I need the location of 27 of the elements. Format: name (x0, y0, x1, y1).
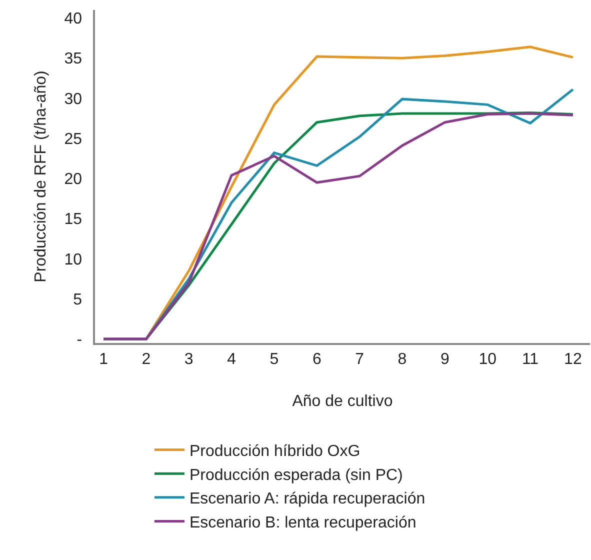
x-tick-label: 9 (440, 350, 450, 368)
y-tick-label: 10 (64, 251, 82, 268)
y-tick-label: 25 (64, 130, 82, 148)
x-axis-title: Año de cultivo (292, 393, 393, 410)
legend-label: Producción híbrido OxG (189, 443, 360, 460)
y-tick-label: 35 (64, 50, 82, 68)
y-tick-label: 5 (73, 291, 82, 308)
legend-label: Escenario B: lenta recuperación (189, 514, 416, 532)
y-tick-label: 15 (64, 211, 82, 228)
x-tick-label: 1 (99, 350, 108, 368)
y-tick-label: 30 (64, 90, 82, 108)
x-tick-label: 10 (478, 350, 497, 368)
x-tick-label: 2 (142, 350, 151, 368)
x-tick-label: 4 (227, 350, 236, 368)
y-tick-label: 20 (64, 171, 82, 188)
x-tick-label: 12 (564, 350, 582, 368)
legend-label: Escenario A: rápida recuperación (189, 490, 426, 508)
x-tick-label: 8 (398, 350, 407, 368)
x-tick-label: 7 (355, 350, 364, 368)
x-tick-label: 6 (312, 350, 322, 368)
y-axis-title: Producción de RFF (t/ha-año) (32, 70, 50, 282)
x-tick-label: 5 (270, 350, 279, 368)
y-tick-label: 40 (64, 10, 82, 28)
legend-label: Producción esperada (sin PC) (189, 466, 403, 484)
x-tick-label: 3 (184, 350, 194, 368)
x-tick-label: 11 (522, 350, 539, 368)
y-tick-label: - (76, 332, 82, 349)
